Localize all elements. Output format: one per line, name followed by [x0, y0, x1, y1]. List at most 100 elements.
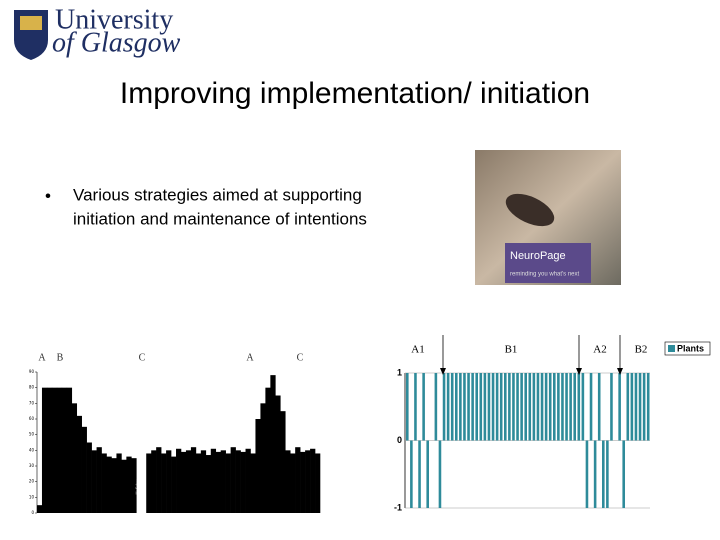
bar [597, 373, 601, 441]
bar [230, 447, 236, 513]
bar [410, 440, 413, 508]
bar [56, 387, 63, 513]
bar [156, 447, 162, 513]
bar [569, 373, 572, 441]
bar [86, 442, 92, 513]
bar [418, 440, 421, 508]
bar [195, 453, 202, 513]
bar [426, 440, 429, 508]
y-tick-label: 40 [29, 447, 35, 452]
bar [71, 403, 78, 513]
bar [310, 448, 316, 513]
phase-label: A [38, 352, 46, 363]
bar [300, 451, 306, 513]
bar [626, 373, 630, 441]
bar [446, 373, 450, 441]
bar [200, 450, 207, 513]
legend-box [664, 341, 711, 356]
bar [528, 373, 532, 441]
bar [295, 447, 301, 513]
bar [46, 387, 53, 513]
bar [290, 453, 296, 513]
bar [176, 448, 182, 513]
bar [508, 373, 511, 441]
y-tick-label: 10 [29, 494, 35, 499]
bar [593, 440, 597, 508]
bullet-text: initiation and maintenance of intentions [73, 209, 367, 228]
bar [41, 387, 48, 513]
bar [450, 373, 454, 441]
bar [166, 450, 172, 513]
bar [467, 373, 470, 441]
bar [255, 419, 261, 513]
bar [280, 411, 286, 513]
phase-label: A2 [593, 344, 606, 356]
bar [61, 387, 68, 513]
bar [315, 453, 321, 513]
bar [475, 373, 478, 441]
bar [504, 373, 507, 441]
bar [235, 450, 241, 513]
bar [91, 450, 97, 513]
y-tick-label: 70 [29, 400, 35, 405]
phase-label: B2 [635, 344, 648, 356]
bar [544, 373, 548, 441]
bar [81, 426, 87, 513]
bar [499, 373, 503, 441]
y-tick-label: 20 [29, 479, 35, 484]
bar [171, 456, 177, 513]
bar [491, 373, 495, 441]
logo-line: of Glasgow [52, 27, 181, 58]
brand-box [505, 243, 591, 283]
bar [210, 448, 217, 513]
y-tick-label: 50 [29, 432, 35, 437]
bar [638, 373, 642, 441]
bar [540, 373, 544, 441]
bar [622, 440, 625, 508]
bar [438, 440, 442, 508]
bar [121, 459, 127, 513]
bar [265, 387, 271, 513]
brand: NeuroPage [510, 250, 566, 262]
bar [220, 450, 226, 513]
bar [190, 447, 197, 513]
bar [76, 415, 82, 513]
bar [565, 373, 568, 441]
bar [442, 373, 446, 441]
arrow-head [617, 368, 623, 375]
phase-label: A [246, 352, 254, 363]
bar [520, 373, 523, 441]
bar [630, 373, 634, 441]
bar [487, 373, 491, 441]
y-tick-label: 30 [29, 463, 35, 468]
bar [101, 453, 107, 513]
bar [126, 456, 132, 513]
bar [275, 395, 281, 513]
bar [642, 373, 646, 441]
bar [610, 373, 613, 441]
phase-label: B1 [505, 344, 518, 356]
bar [116, 453, 122, 513]
bar [146, 453, 152, 513]
bar [495, 373, 499, 441]
crest-detail [20, 16, 42, 30]
bar [205, 455, 212, 513]
bar [66, 387, 73, 513]
y-tick-label: 60 [29, 416, 35, 421]
bar [37, 505, 43, 513]
bar [434, 373, 438, 441]
bar [285, 450, 291, 513]
bar [459, 373, 462, 441]
bar [185, 450, 192, 513]
bar [422, 373, 425, 441]
y-tick-label: 1 [397, 367, 402, 377]
bar [471, 373, 474, 441]
bar [553, 373, 556, 441]
y-tick-label: 0 [397, 435, 402, 445]
bar [483, 373, 487, 441]
y-tick-label: 90 [29, 369, 35, 374]
bar [225, 453, 231, 513]
bar [180, 451, 187, 513]
bar [463, 373, 466, 441]
